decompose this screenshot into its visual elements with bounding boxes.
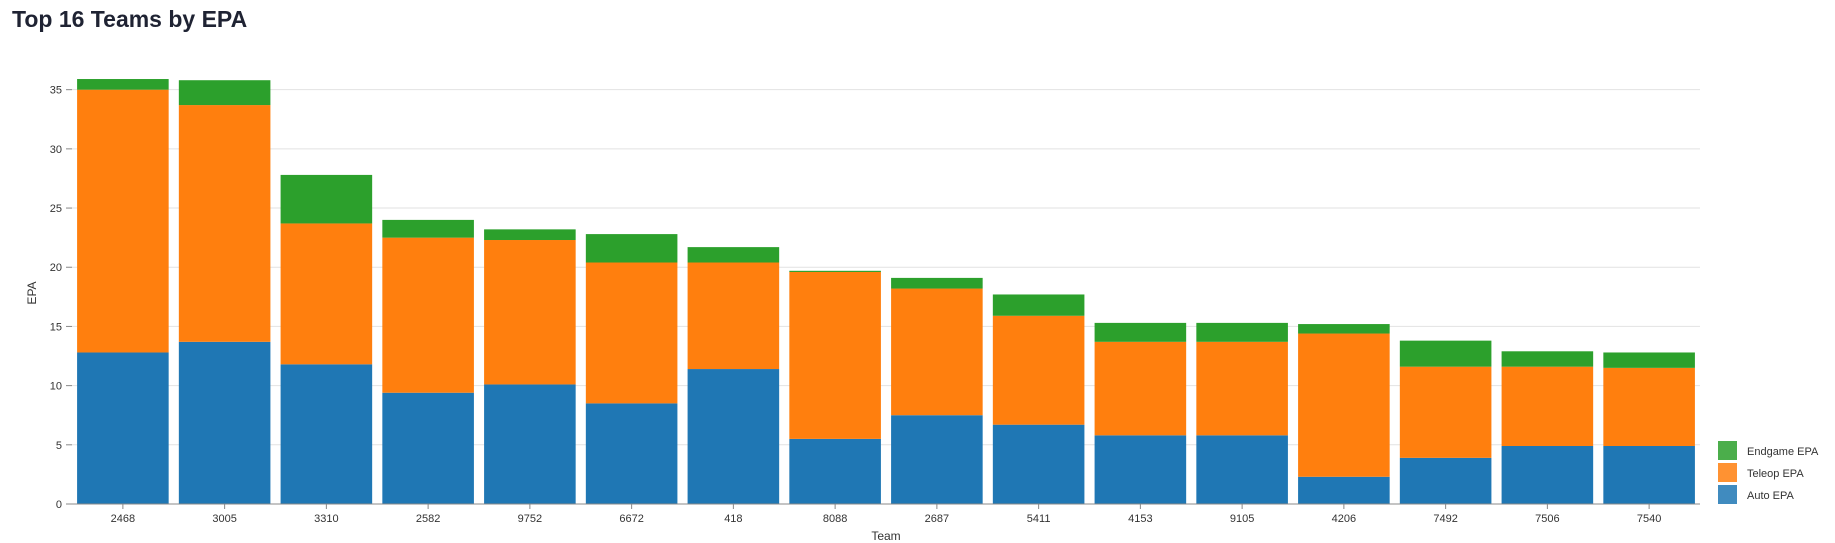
x-tick-label: 4206: [1332, 513, 1356, 525]
bar-segment-teleop-epa[interactable]: [280, 223, 373, 365]
y-tick-label: 15: [50, 321, 62, 333]
bar-segment-endgame-epa[interactable]: [1501, 351, 1594, 367]
bar-segment-endgame-epa[interactable]: [1298, 324, 1390, 334]
x-tick-label: 4153: [1128, 513, 1152, 525]
bar-segment-endgame-epa[interactable]: [1094, 322, 1187, 342]
y-tick-label: 10: [50, 381, 62, 393]
x-tick-label: 7506: [1535, 513, 1559, 525]
bar-segment-auto-epa[interactable]: [178, 341, 271, 504]
x-tick-label: 5411: [1027, 513, 1051, 525]
x-tick-label: 7540: [1637, 513, 1661, 525]
bar-segment-auto-epa[interactable]: [992, 424, 1085, 504]
legend-swatch[interactable]: [1718, 441, 1737, 460]
bar-segment-endgame-epa[interactable]: [687, 247, 780, 263]
bar-segment-auto-epa[interactable]: [1399, 457, 1492, 504]
x-axis-title: Team: [871, 529, 900, 543]
bar-segment-endgame-epa[interactable]: [484, 229, 576, 241]
legend-swatch[interactable]: [1718, 485, 1737, 504]
bar-segment-endgame-epa[interactable]: [1196, 322, 1288, 342]
bar-segment-auto-epa[interactable]: [687, 369, 780, 504]
bar-segment-teleop-epa[interactable]: [687, 262, 780, 370]
bar-segment-endgame-epa[interactable]: [891, 277, 983, 289]
y-tick-label: 5: [56, 440, 62, 452]
bar-segment-auto-epa[interactable]: [789, 438, 881, 504]
bar-segment-auto-epa[interactable]: [484, 384, 576, 504]
y-axis-title: EPA: [25, 281, 39, 304]
bar-segment-endgame-epa[interactable]: [280, 174, 373, 224]
x-tick-label: 7492: [1433, 513, 1457, 525]
bar-segment-teleop-epa[interactable]: [382, 237, 474, 393]
bar-segment-teleop-epa[interactable]: [891, 288, 983, 416]
bar-segment-teleop-epa[interactable]: [1298, 333, 1390, 477]
x-tick-label: 9752: [518, 513, 542, 525]
x-tick-label: 3005: [212, 513, 236, 525]
legend-label[interactable]: Teleop EPA: [1747, 468, 1804, 480]
bar-segment-teleop-epa[interactable]: [178, 105, 271, 342]
x-tick-label: 9105: [1230, 513, 1254, 525]
y-tick-label: 25: [50, 203, 62, 215]
bar-segment-auto-epa[interactable]: [1196, 435, 1288, 504]
legend-swatch[interactable]: [1718, 463, 1737, 482]
bar-segment-teleop-epa[interactable]: [77, 89, 169, 353]
bar-segment-teleop-epa[interactable]: [789, 271, 881, 439]
bar-segment-endgame-epa[interactable]: [789, 270, 881, 272]
y-tick-label: 35: [50, 85, 62, 97]
bar-segment-endgame-epa[interactable]: [77, 79, 169, 90]
bar-segment-auto-epa[interactable]: [1298, 476, 1390, 504]
bars: [77, 79, 1695, 504]
bar-segment-endgame-epa[interactable]: [1399, 340, 1492, 367]
bar-segment-auto-epa[interactable]: [891, 415, 983, 504]
bar-segment-auto-epa[interactable]: [1094, 435, 1187, 504]
bar-segment-auto-epa[interactable]: [585, 403, 678, 504]
bar-segment-teleop-epa[interactable]: [1501, 366, 1594, 446]
bar-segment-auto-epa[interactable]: [1603, 445, 1695, 504]
bar-segment-teleop-epa[interactable]: [1094, 341, 1187, 436]
bar-segment-teleop-epa[interactable]: [585, 262, 678, 404]
legend: Endgame EPA Teleop EPA Auto EPA: [1718, 441, 1819, 504]
axes: 0 5 10 15 20 25 30 35 2468 3005 3310 2582 9752 6672 41…: [50, 85, 1700, 525]
x-tick-label: 8088: [823, 513, 847, 525]
bar-segment-teleop-epa[interactable]: [1399, 366, 1492, 458]
bar-segment-endgame-epa[interactable]: [992, 294, 1085, 316]
x-tick-label: 2582: [416, 513, 440, 525]
chart-title: Top 16 Teams by EPA: [12, 6, 248, 32]
x-tick-label: 3310: [314, 513, 338, 525]
bar-segment-teleop-epa[interactable]: [1603, 367, 1695, 446]
bar-segment-endgame-epa[interactable]: [1603, 352, 1695, 368]
bar-segment-endgame-epa[interactable]: [382, 219, 474, 238]
legend-label[interactable]: Endgame EPA: [1747, 446, 1819, 458]
bar-segment-endgame-epa[interactable]: [178, 80, 271, 106]
bar-segment-auto-epa[interactable]: [1501, 445, 1594, 504]
bar-segment-teleop-epa[interactable]: [1196, 341, 1288, 436]
x-tick-label: 2468: [111, 513, 135, 525]
y-tick-label: 0: [56, 499, 62, 511]
y-tick-label: 20: [50, 262, 62, 274]
legend-label[interactable]: Auto EPA: [1747, 490, 1795, 502]
x-tick-label: 418: [724, 513, 742, 525]
bar-segment-auto-epa[interactable]: [382, 392, 474, 504]
bar-segment-auto-epa[interactable]: [77, 352, 169, 504]
bar-segment-endgame-epa[interactable]: [585, 234, 678, 263]
x-tick-label: 2687: [925, 513, 949, 525]
bar-segment-auto-epa[interactable]: [280, 364, 373, 504]
bar-segment-teleop-epa[interactable]: [992, 315, 1085, 425]
y-tick-label: 30: [50, 144, 62, 156]
bar-segment-teleop-epa[interactable]: [484, 240, 576, 385]
x-tick-label: 6672: [619, 513, 643, 525]
